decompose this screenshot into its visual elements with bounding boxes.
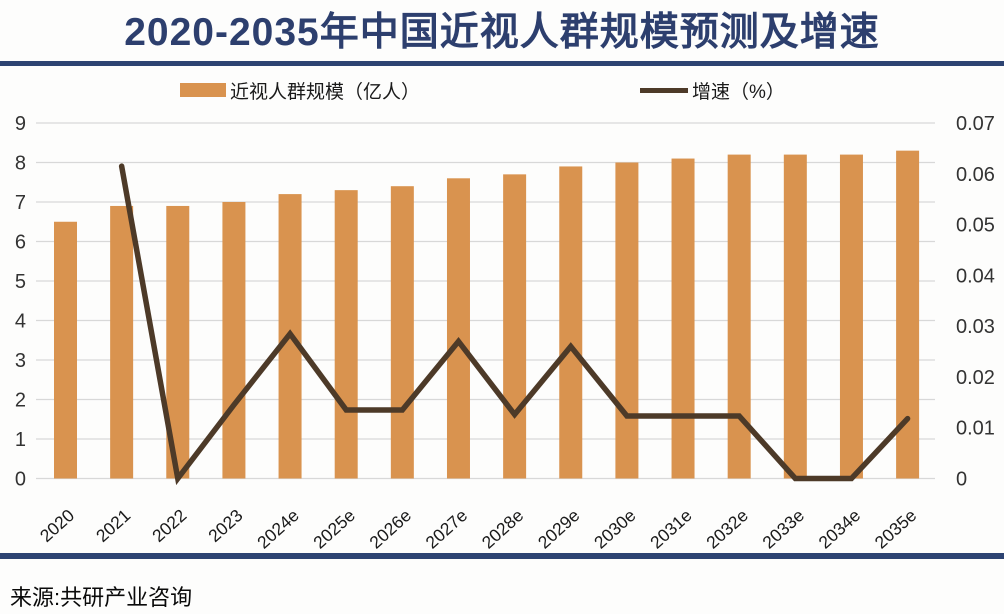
x-label-2023: 2023 xyxy=(204,505,246,546)
x-label-2029e: 2029e xyxy=(534,505,584,552)
legend-item-line-series: 增速（%） xyxy=(640,78,785,103)
x-label-2022: 2022 xyxy=(148,505,190,546)
left-axis-tick: 2 xyxy=(15,390,26,412)
x-label-2027e: 2027e xyxy=(422,505,472,552)
bar-2022 xyxy=(166,205,190,479)
bar-2026e xyxy=(390,186,414,479)
left-axis-tick: 5 xyxy=(15,271,26,293)
x-label-2021: 2021 xyxy=(92,505,134,546)
right-axis-tick: 0.01 xyxy=(956,418,995,440)
right-axis-tick: 0.05 xyxy=(956,215,995,237)
bar-2030e xyxy=(615,162,639,479)
bar-series-label: 近视人群规模（亿人） xyxy=(230,81,421,103)
bar-2023 xyxy=(222,202,246,479)
bar-2029e xyxy=(559,166,583,479)
x-label-2024e: 2024e xyxy=(253,505,303,552)
chart-title: 2020-2035年中国近视人群规模预测及增速 xyxy=(124,11,880,54)
right-axis-tick: 0.04 xyxy=(956,265,995,287)
x-label-2033e: 2033e xyxy=(758,505,808,552)
bar-2021 xyxy=(110,205,134,479)
title-divider xyxy=(0,61,1004,66)
footer-divider xyxy=(0,553,1004,559)
x-label-2020: 2020 xyxy=(36,505,79,546)
left-axis-tick: 6 xyxy=(15,232,26,254)
right-axis-tick: 0.07 xyxy=(956,113,995,135)
bar-2031e xyxy=(671,158,695,479)
legend-item-bar-series: 近视人群规模（亿人） xyxy=(180,78,421,103)
bar-2020 xyxy=(54,221,77,479)
right-axis-tick: 0.06 xyxy=(956,164,995,186)
bar-2032e xyxy=(727,154,751,479)
left-axis-tick: 3 xyxy=(15,350,26,372)
bar-2034e xyxy=(839,154,863,479)
source-note: 来源:共研产业咨询 xyxy=(10,585,193,610)
growth-rate-line xyxy=(118,163,911,486)
bar-series-swatch-icon xyxy=(180,83,226,97)
bar-2025e xyxy=(334,190,358,479)
bar-2033e xyxy=(783,154,807,479)
x-label-2034e: 2034e xyxy=(815,505,865,552)
x-label-2031e: 2031e xyxy=(646,505,696,552)
left-axis-tick: 1 xyxy=(15,429,26,451)
left-axis-tick: 4 xyxy=(15,311,26,333)
bar-2027e xyxy=(446,178,470,479)
x-label-2026e: 2026e xyxy=(365,505,415,552)
right-axis-tick: 0.03 xyxy=(956,316,995,338)
bar-2028e xyxy=(503,174,527,479)
x-label-2028e: 2028e xyxy=(478,505,528,552)
left-axis-tick: 8 xyxy=(15,153,26,175)
line-series-label: 增速（%） xyxy=(692,81,785,103)
x-label-2025e: 2025e xyxy=(309,505,359,552)
x-label-2032e: 2032e xyxy=(702,505,752,552)
right-axis-tick: 0 xyxy=(956,469,967,491)
right-axis-tick: 0.02 xyxy=(956,367,995,389)
left-axis-tick: 7 xyxy=(15,192,26,214)
left-axis-tick: 9 xyxy=(15,113,26,135)
x-label-2035e: 2035e xyxy=(871,505,921,552)
left-axis-tick: 0 xyxy=(15,469,26,491)
bar-2035e xyxy=(896,150,920,479)
line-series-swatch-icon xyxy=(640,87,688,93)
x-label-2030e: 2030e xyxy=(590,505,640,552)
